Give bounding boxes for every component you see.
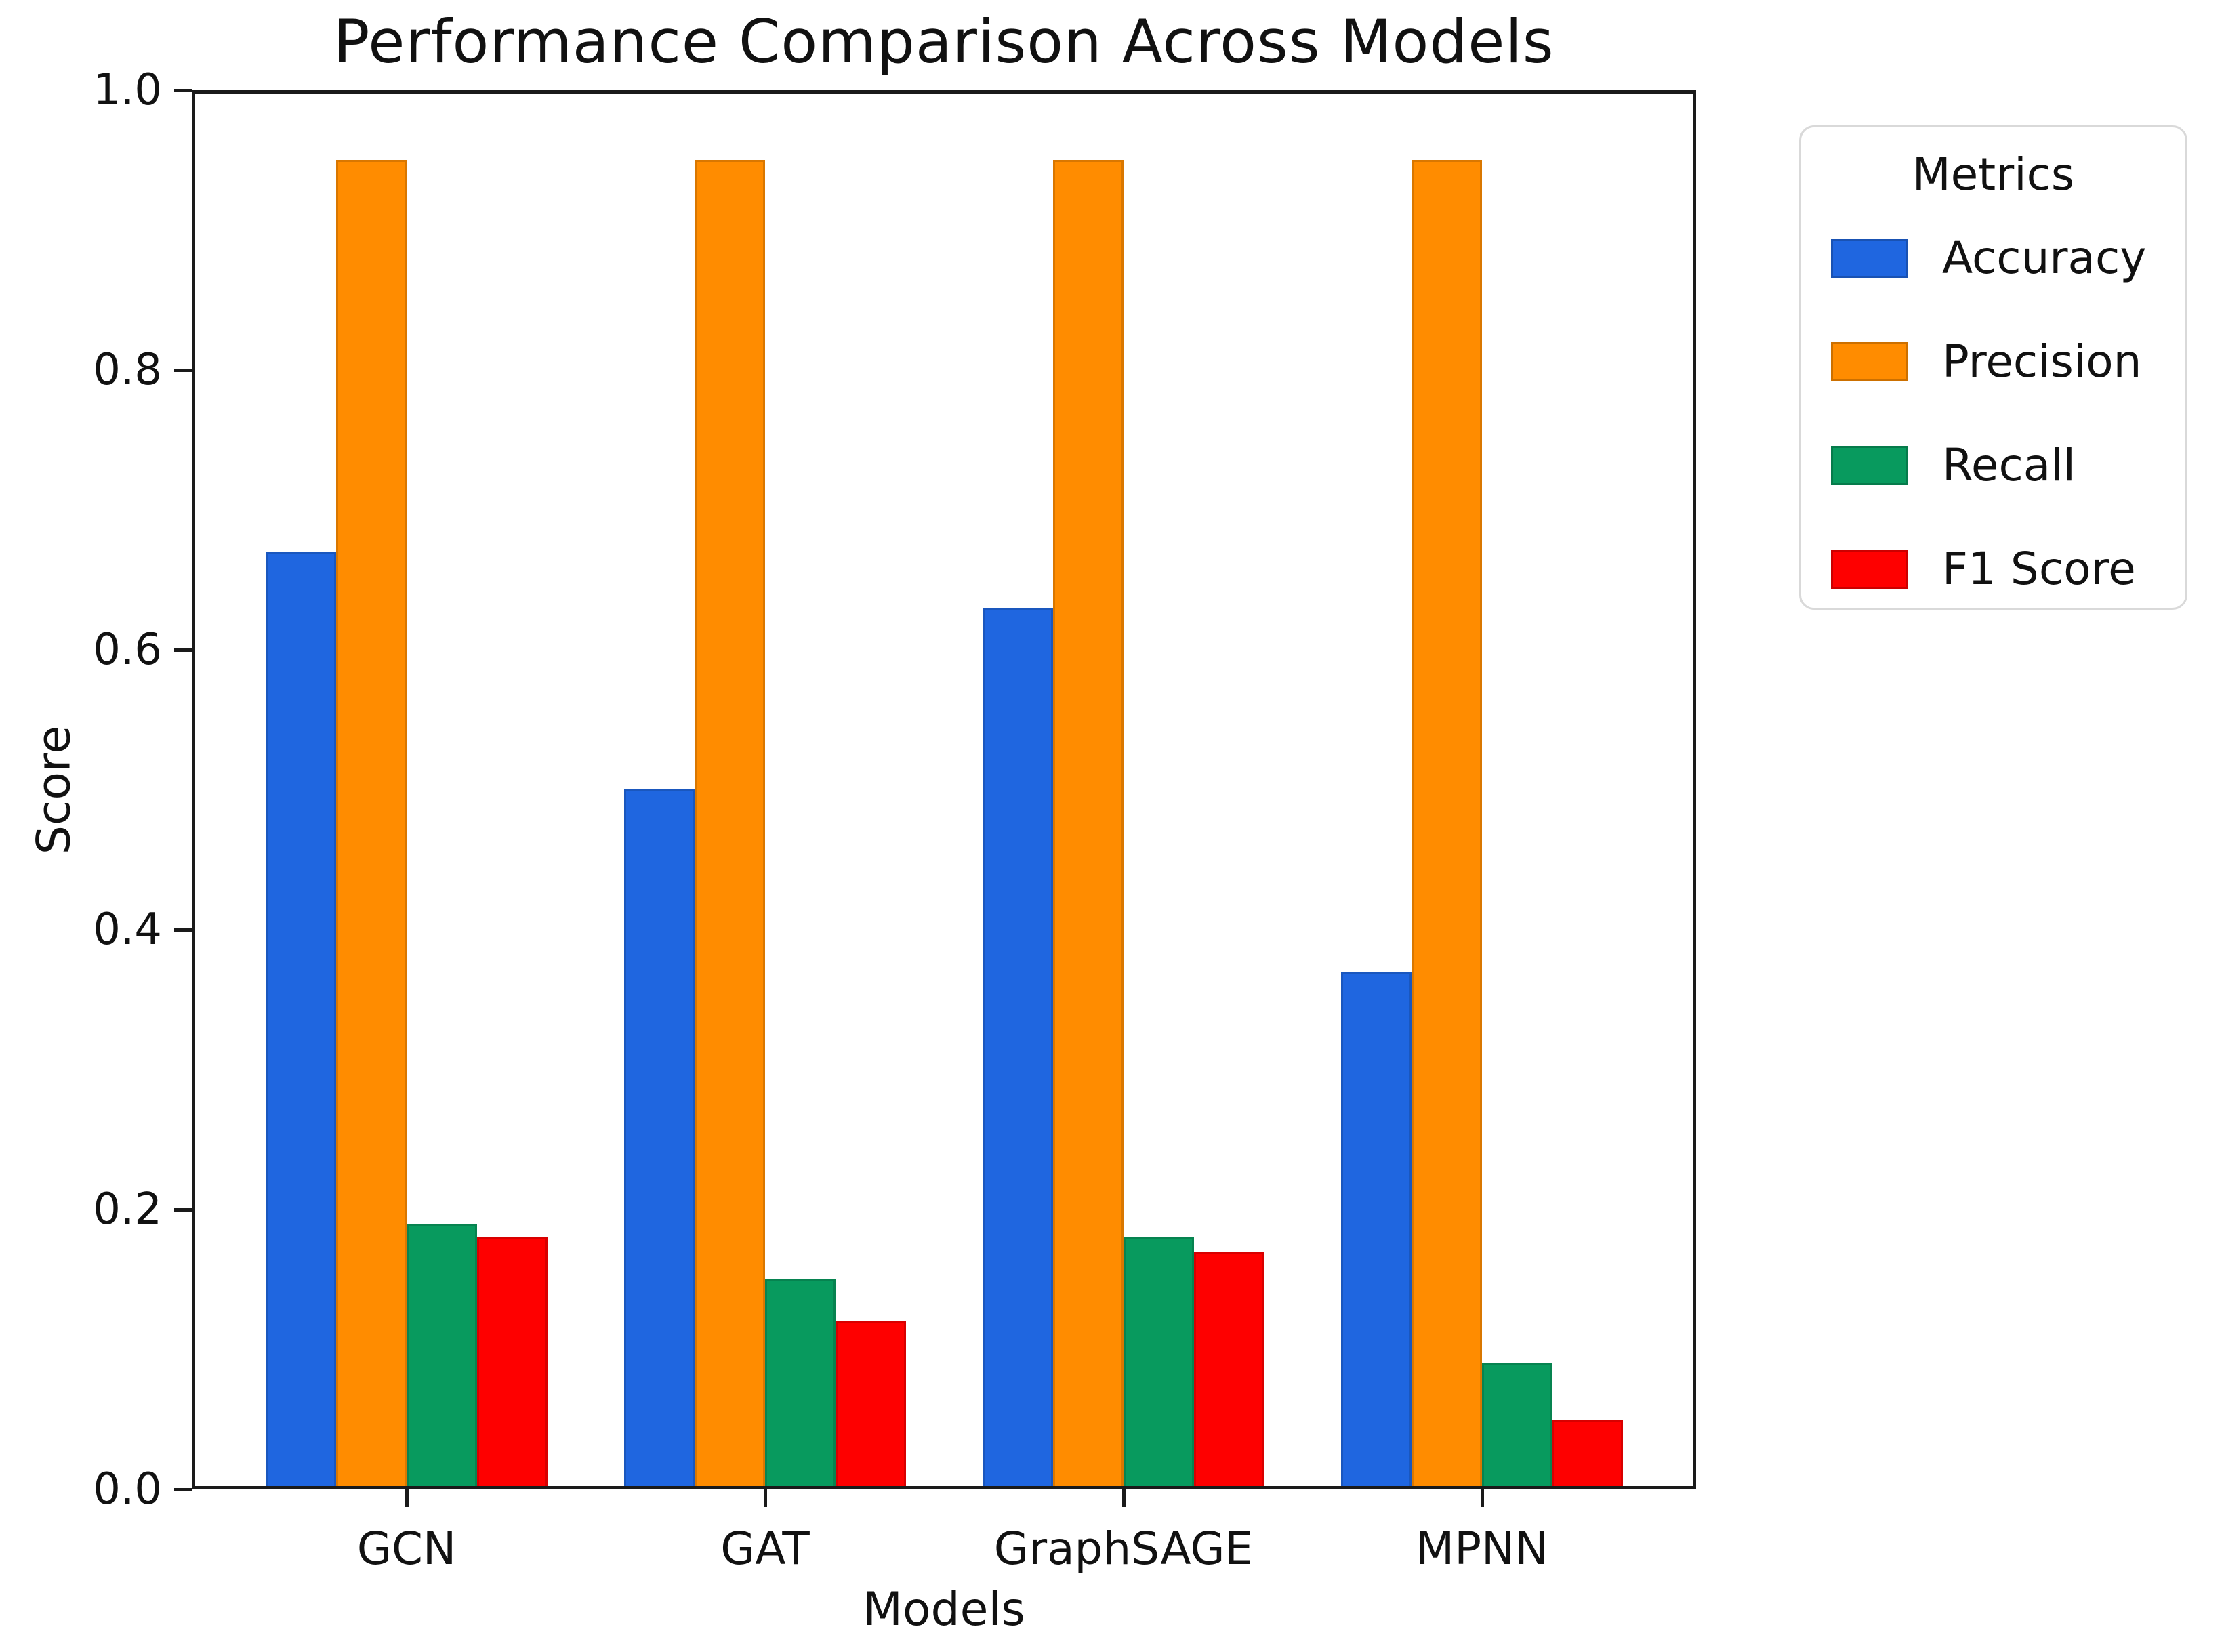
bar-gat-accuracy (624, 789, 695, 1489)
x-tick-mark-mpnn (1481, 1489, 1484, 1507)
legend-title: Metrics (1912, 148, 2075, 201)
bar-graphsage-precision (1053, 160, 1124, 1489)
y-tick-label-0.4: 0.4 (93, 905, 162, 955)
chart-title: Performance Comparison Across Models (333, 7, 1554, 77)
legend-swatch-recall (1831, 445, 1908, 485)
bar-gcn-recall (407, 1224, 477, 1489)
legend-swatch-f1-score (1831, 549, 1908, 589)
legend: Metrics Accuracy Precision Recall F1 Sco… (1799, 125, 2187, 610)
y-tick-label-0.6: 0.6 (93, 625, 162, 675)
x-tick-label-gcn: GCN (356, 1523, 457, 1575)
y-tick-label-0.8: 0.8 (93, 345, 162, 395)
legend-label-recall: Recall (1942, 439, 2076, 491)
y-tick-label-1.0: 1.0 (93, 65, 162, 115)
legend-item-accuracy: Accuracy (1801, 206, 2185, 310)
x-tick-mark-gat (764, 1489, 767, 1507)
bar-mpnn-recall (1482, 1363, 1552, 1489)
bar-gcn-f1-score (477, 1237, 548, 1489)
bar-mpnn-precision (1412, 160, 1482, 1489)
y-tick-label-0.2: 0.2 (93, 1184, 162, 1235)
x-tick-label-graphsage: GraphSAGE (993, 1523, 1254, 1575)
legend-item-f1-score: F1 Score (1801, 517, 2185, 621)
x-axis-label: Models (863, 1583, 1025, 1636)
y-tick-mark-0.0 (174, 1488, 192, 1491)
bar-graphsage-f1-score (1194, 1252, 1264, 1489)
y-tick-mark-0.6 (174, 648, 192, 652)
bar-gat-recall (765, 1279, 836, 1489)
y-tick-mark-0.8 (174, 369, 192, 372)
bar-gat-f1-score (836, 1321, 906, 1489)
y-tick-mark-1.0 (174, 89, 192, 92)
legend-label-precision: Precision (1942, 335, 2142, 388)
x-tick-label-mpnn: MPNN (1416, 1523, 1548, 1575)
bar-mpnn-f1-score (1552, 1420, 1623, 1489)
y-tick-mark-0.4 (174, 928, 192, 932)
y-tick-mark-0.2 (174, 1208, 192, 1212)
legend-swatch-accuracy (1831, 238, 1908, 278)
bar-mpnn-accuracy (1341, 972, 1412, 1489)
legend-item-recall: Recall (1801, 413, 2185, 517)
legend-label-accuracy: Accuracy (1942, 232, 2147, 284)
x-tick-mark-graphsage (1122, 1489, 1126, 1507)
legend-swatch-precision (1831, 342, 1908, 381)
legend-label-f1-score: F1 Score (1942, 543, 2136, 595)
y-tick-label-0.0: 0.0 (93, 1464, 162, 1514)
x-tick-label-gat: GAT (720, 1523, 810, 1575)
x-tick-mark-gcn (405, 1489, 409, 1507)
bar-graphsage-accuracy (983, 608, 1053, 1489)
bar-gcn-accuracy (266, 552, 336, 1489)
y-axis-label: Score (27, 725, 81, 855)
legend-item-precision: Precision (1801, 310, 2185, 413)
bar-graphsage-recall (1124, 1237, 1194, 1489)
bar-gat-precision (695, 160, 765, 1489)
bar-gcn-precision (336, 160, 407, 1489)
